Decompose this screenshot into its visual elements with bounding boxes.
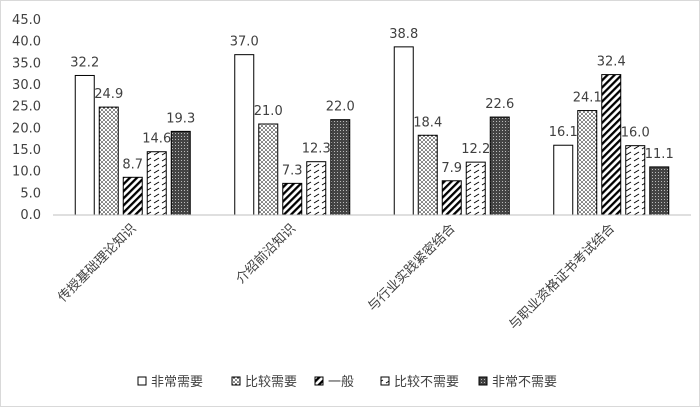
bar (649, 166, 670, 216)
bar (489, 116, 510, 216)
data-label: 11.1 (645, 147, 674, 162)
data-labels: 32.2 24.9 8.7 14.6 19.3 37.0 21.0 7.3 12.3 22.0 38… (70, 27, 673, 179)
data-label: 22.6 (485, 97, 514, 112)
data-label: 32.4 (597, 55, 626, 70)
category-labels: 传授基础理论知识 介绍前沿知识 与行业实践紧密结合 与职业资格证书考试结合 (55, 221, 618, 333)
bars (74, 46, 670, 216)
legend-swatch (231, 376, 241, 386)
data-label: 8.7 (122, 157, 143, 172)
legend-item: 非常需要 (137, 375, 203, 390)
data-label: 18.4 (413, 115, 442, 130)
y-tick-label: 40.0 (12, 35, 41, 50)
y-tick-label: 35.0 (12, 56, 41, 71)
legend-item: 比较需要 (231, 375, 297, 390)
bar (330, 119, 351, 216)
data-label: 12.3 (302, 142, 331, 157)
data-label: 19.3 (166, 111, 195, 126)
data-label: 12.2 (461, 142, 490, 157)
bar (625, 145, 646, 216)
legend-label: 非常不需要 (492, 375, 557, 390)
bar (234, 54, 255, 216)
legend-label: 比较不需要 (394, 375, 459, 390)
legend-item: 比较不需要 (380, 375, 459, 390)
bar (98, 106, 119, 216)
data-label: 22.0 (326, 100, 355, 115)
bar (146, 151, 167, 216)
y-tick-label: 5.0 (20, 186, 41, 201)
bar (601, 74, 622, 216)
data-label: 7.3 (282, 163, 303, 178)
y-tick-label: 30.0 (12, 78, 41, 93)
y-tick-label: 10.0 (12, 165, 41, 180)
y-tick-label: 20.0 (12, 121, 41, 136)
legend-swatch (478, 376, 488, 386)
category-label: 与职业资格证书考试结合 (506, 221, 618, 333)
bar (553, 144, 574, 216)
category-label: 介绍前沿知识 (233, 221, 299, 287)
bar (465, 161, 486, 216)
legend-label: 非常需要 (151, 375, 203, 390)
legend-item: 非常不需要 (478, 375, 557, 390)
legend-swatch (137, 376, 147, 386)
bar (282, 182, 303, 216)
data-label: 16.0 (621, 126, 650, 141)
bar (122, 176, 143, 216)
y-tick-label: 25.0 (12, 100, 41, 115)
bar (306, 161, 327, 216)
category-label: 与行业实践紧密结合 (365, 221, 459, 315)
data-label: 37.0 (230, 35, 259, 50)
legend-swatch (380, 376, 390, 386)
bar (577, 110, 598, 216)
legend: 非常需要 比较需要 一般 比较不需要 非常不需要 (137, 374, 557, 390)
y-tick-label: 15.0 (12, 143, 41, 158)
y-tick-label: 0.0 (20, 208, 41, 223)
bar (74, 74, 95, 216)
data-label: 21.0 (254, 104, 283, 119)
bar (417, 134, 438, 216)
data-label: 38.8 (389, 27, 418, 42)
data-label: 7.9 (441, 161, 462, 176)
legend-label: 比较需要 (245, 375, 297, 390)
legend-item: 一般 (314, 374, 354, 390)
y-axis: 0.0 5.0 10.0 15.0 20.0 25.0 30.0 35.0 40.0 45.0 (12, 13, 41, 223)
data-label: 32.2 (70, 55, 99, 70)
data-label: 24.9 (94, 87, 123, 102)
bar (441, 180, 462, 216)
bar (258, 123, 279, 216)
bar (170, 130, 191, 216)
legend-swatch (314, 376, 324, 386)
data-label: 24.1 (573, 91, 602, 106)
bar (393, 46, 414, 216)
data-label: 16.1 (549, 125, 578, 140)
category-label: 传授基础理论知识 (55, 221, 140, 306)
data-label: 14.6 (142, 132, 171, 147)
y-tick-label: 45.0 (12, 13, 41, 28)
legend-label: 一般 (328, 374, 354, 390)
